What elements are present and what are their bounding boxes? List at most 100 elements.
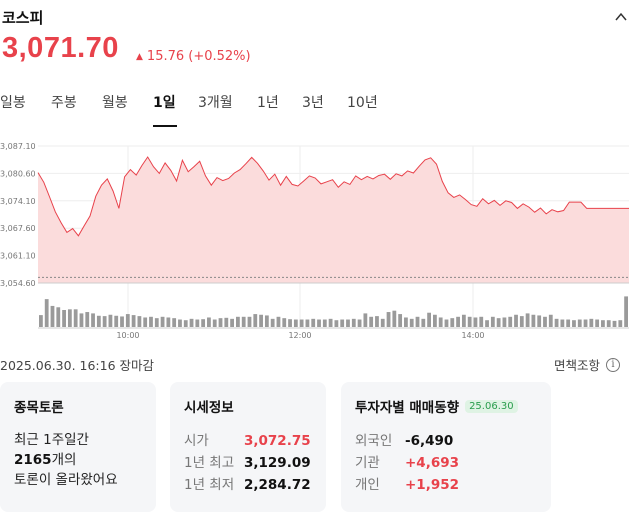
volume-bar [543,316,547,327]
volume-bar [461,314,466,327]
timestamp: 2025.06.30. 16:16 장마감 [0,358,155,373]
index-title: 코스피 [2,9,44,27]
investor-row: 외국인 -6,490 [355,430,537,452]
open-value: 3,072.75 [244,433,311,449]
investor-row: 개인 +1,952 [355,474,537,496]
tab-10year[interactable]: 10년 [347,95,378,111]
volume-bar [502,317,507,327]
volume-bar [334,320,339,327]
volume-bar [212,319,217,327]
volume-bar [473,317,478,327]
y-tick-label: 3,087.10 [0,142,36,151]
volume-bar [236,316,240,327]
volume-bar [398,314,403,327]
chevron-up-icon[interactable] [614,10,628,24]
year-low-label: 1년 최저 [184,477,235,493]
discussion-title: 종목토론 [14,400,64,416]
volume-bar [241,316,246,327]
investor-trading-header: 투자자별 매매동향 25.06.30 [355,396,537,416]
volume-bar [392,310,397,327]
volume-bar [201,319,206,327]
tab-weekly[interactable]: 주봉 [51,95,77,111]
volume-bar [595,319,600,327]
volume-bar [577,319,582,327]
open-label: 시가 [184,433,209,449]
volume-bar [433,314,437,327]
investor-row: 기관 +4,693 [355,452,537,474]
tab-1year[interactable]: 1년 [257,95,279,111]
institution-label: 기관 [355,455,380,471]
market-info-row: 1년 최저 2,284.72 [184,474,312,496]
price-line [37,156,629,237]
volume-bar [531,314,536,327]
volume-bar [282,318,287,327]
volume-bar [572,320,576,327]
volume-bar [427,312,431,327]
volume-bar [253,314,258,327]
volume-bar [160,316,165,327]
volume-bar [537,315,542,327]
volume-bar [456,316,460,327]
tab-monthly[interactable]: 월봉 [102,95,128,111]
index-chart[interactable]: 3,087.10 3,080.60 3,074.10 3,067.60 3,061.10… [0,133,643,343]
volume-bar [293,319,298,327]
volume-bar [525,313,530,327]
volume-bar [612,320,617,327]
volume-bar [380,318,385,327]
discussion-card[interactable]: 종목토론 최근 1주일간 2165개의 토론이 올라왔어요 [0,382,156,512]
price-area [38,157,629,283]
volume-bar [299,319,304,327]
volume-bar [560,319,565,327]
volume-bar [50,305,55,327]
y-tick-label: 3,061.10 [0,252,36,261]
volume-bar [172,318,177,327]
volume-bar [589,318,594,327]
volume-bar [496,318,501,327]
volume-bar [276,316,281,327]
investor-trading-card[interactable]: 투자자별 매매동향 25.06.30 외국인 -6,490 기관 +4,693 … [341,382,551,512]
volume-bar [102,316,107,327]
volume-bar [67,309,72,327]
tab-daily[interactable]: 일봉 [0,95,26,111]
disclaimer-link[interactable]: 면책조항 i [554,355,621,374]
tab-3month[interactable]: 3개월 [198,95,233,111]
volume-bar [218,318,223,327]
volume-bar [328,318,333,327]
y-tick-label: 3,080.60 [0,169,36,178]
volume-bar [519,316,524,327]
y-tick-label: 3,067.60 [0,224,36,233]
info-circle-icon[interactable]: i [606,357,621,372]
volume-bar [450,318,455,327]
volume-bar [322,319,327,327]
individual-label: 개인 [355,477,380,493]
individual-value: +1,952 [405,477,460,493]
volume-bar [346,319,350,327]
volume-bar [143,317,148,327]
tab-1day[interactable]: 1일 [153,95,176,111]
volume-bar [386,312,391,327]
volume-bar [548,314,553,327]
discussion-text: 최근 1주일간 2165개의 토론이 올라왔어요 [14,430,142,490]
year-low-value: 2,284.72 [244,477,311,493]
volume-bar [108,314,113,327]
volume-bar [351,318,356,327]
volume-bar [554,318,559,327]
market-info-title: 시세정보 [184,400,234,416]
volume-bar [514,314,518,327]
discussion-line3: 토론이 올라왔어요 [14,472,118,488]
volume-bar [624,296,628,327]
volume-bar [409,318,414,327]
volume-bar [357,319,362,327]
volume-bar [62,310,66,327]
tab-3year[interactable]: 3년 [302,95,324,111]
volume-bar [415,316,420,327]
discussion-count-suffix: 개의 [51,452,77,468]
x-tick-label: 14:00 [461,331,484,340]
market-info-card[interactable]: 시세정보 시가 3,072.75 1년 최고 3,129.09 1년 최저 2,… [170,382,326,512]
volume-bar [363,313,368,327]
volume-bar [438,317,443,327]
volume-bar [114,315,119,327]
volume-bar [601,320,605,327]
volume-bar [166,317,171,327]
volume-bar [131,315,136,327]
